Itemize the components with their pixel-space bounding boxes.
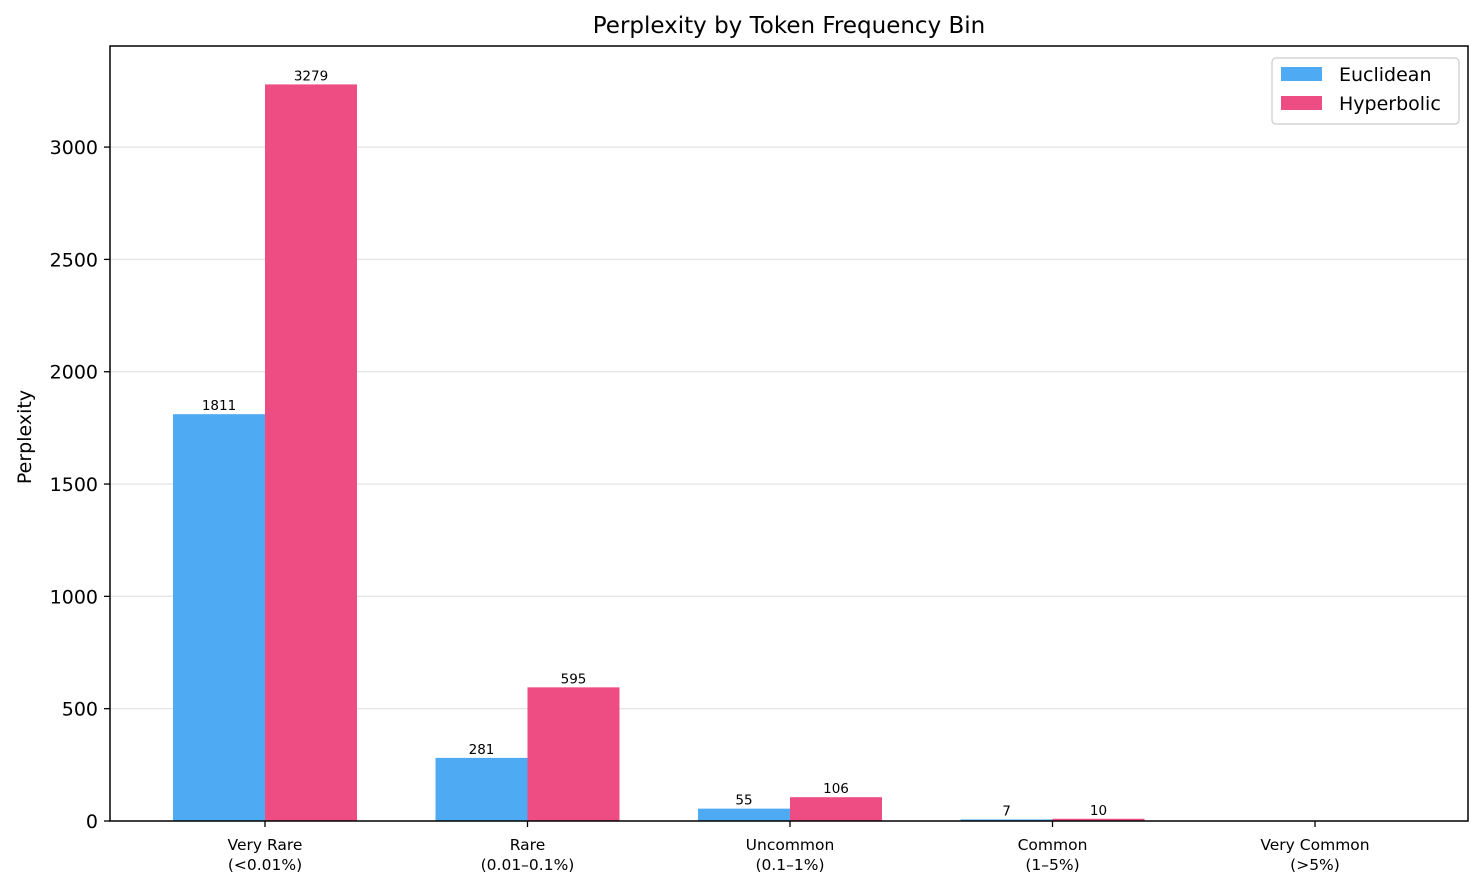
legend-label-hyperbolic: Hyperbolic bbox=[1339, 93, 1441, 115]
bar-value-label: 281 bbox=[469, 742, 495, 758]
bars bbox=[173, 84, 1145, 822]
bar-value-label: 55 bbox=[735, 793, 752, 809]
bar-value-label: 7 bbox=[1002, 803, 1011, 819]
y-tick-label: 0 bbox=[86, 811, 98, 833]
legend-label-euclidean: Euclidean bbox=[1339, 64, 1432, 86]
x-tick-label: (0.1–1%) bbox=[755, 856, 824, 874]
bar-labels: 1811 281 55 7 3279 595 106 10 bbox=[202, 68, 1107, 819]
y-tick-label: 2000 bbox=[50, 362, 98, 384]
bar-value-label: 3279 bbox=[294, 68, 328, 84]
y-tick-label: 1500 bbox=[50, 474, 98, 496]
y-tick-label: 3000 bbox=[50, 137, 98, 159]
x-tick-label: Uncommon bbox=[746, 836, 835, 854]
chart-title: Perplexity by Token Frequency Bin bbox=[593, 13, 985, 39]
bar-euclidean-2 bbox=[698, 808, 790, 821]
x-tick-label: (0.01–0.1%) bbox=[481, 856, 575, 874]
legend-swatch-hyperbolic bbox=[1281, 96, 1322, 110]
x-tick-label: Rare bbox=[510, 836, 546, 854]
bar-hyperbolic-0 bbox=[265, 84, 357, 822]
x-tick-label: (<0.01%) bbox=[228, 856, 302, 874]
x-tick-label: Very Rare bbox=[228, 836, 303, 854]
y-tick-label: 2500 bbox=[50, 249, 98, 271]
bar-value-label: 595 bbox=[561, 671, 587, 687]
y-axis: 0 500 1000 1500 2000 2500 3000 bbox=[50, 137, 110, 833]
x-tick-label: Common bbox=[1018, 836, 1088, 854]
bar-euclidean-0 bbox=[173, 414, 265, 821]
y-tick-label: 500 bbox=[62, 699, 98, 721]
x-tick-label: (>5%) bbox=[1290, 856, 1340, 874]
bar-hyperbolic-2 bbox=[790, 797, 882, 821]
bar-euclidean-3 bbox=[960, 819, 1053, 821]
bar-value-label: 106 bbox=[823, 781, 849, 797]
legend-swatch-euclidean bbox=[1281, 67, 1322, 81]
bar-hyperbolic-1 bbox=[527, 687, 620, 821]
bar-value-label: 1811 bbox=[202, 398, 236, 414]
legend: Euclidean Hyperbolic bbox=[1271, 57, 1460, 125]
bar-hyperbolic-3 bbox=[1052, 818, 1145, 821]
x-tick-label: (1–5%) bbox=[1025, 856, 1079, 874]
x-tick-label: Very Common bbox=[1260, 836, 1369, 854]
y-axis-label: Perplexity bbox=[14, 390, 36, 484]
bar-euclidean-1 bbox=[435, 757, 528, 821]
x-axis: Very Rare (<0.01%) Rare (0.01–0.1%) Uncommon… bbox=[228, 821, 1370, 874]
y-tick-label: 1000 bbox=[50, 586, 98, 608]
plot-frame bbox=[109, 45, 1469, 822]
bar-value-label: 10 bbox=[1090, 803, 1107, 819]
